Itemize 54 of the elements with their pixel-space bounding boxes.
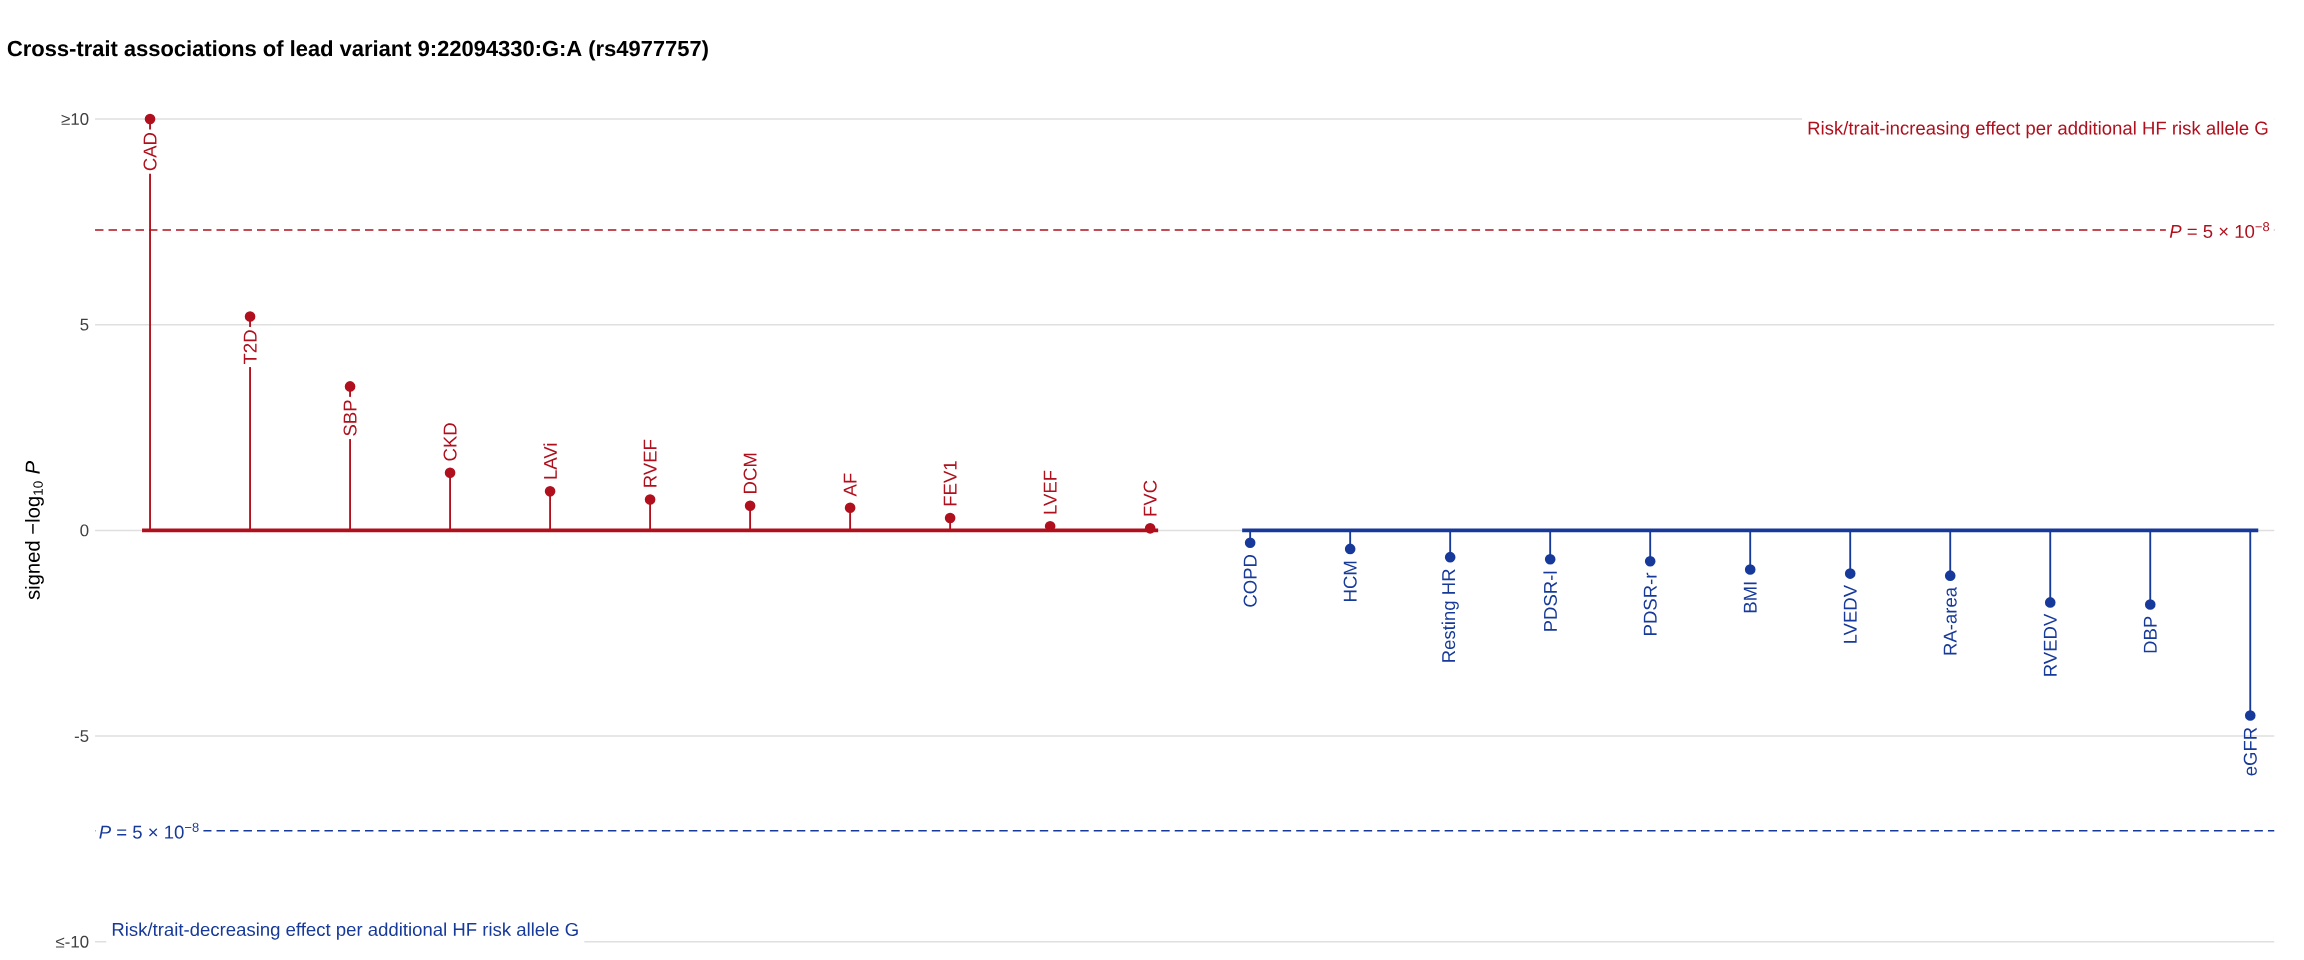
y-tick-label: ≤-10 [55,935,89,948]
y-axis-title: signed −log$_{10}$ P [25,460,44,600]
x-tick-label: SBP [343,400,357,436]
x-tick-label: COPD [1243,554,1257,607]
point [944,512,956,524]
x-tick-label: LAVi [543,443,557,479]
annotation: Risk/trait-decreasing effect per additional HF risk allele G [112,922,578,940]
point [1144,523,1156,534]
annotation: Risk/trait-increasing effect per additional HF risk allele G [1808,121,2268,139]
x-tick-label: PDSR-l [1543,571,1558,631]
y-tick-label: 5 [80,318,89,331]
point [2044,597,2056,608]
x-tick-label: T2D [243,330,257,365]
y-tick-label: ≥10 [61,113,89,125]
y-tick-label: 0 [80,524,89,537]
x-tick-label: FVC [1143,480,1157,516]
x-tick-label: LVEDV [1843,584,1857,643]
x-tick-label: Resting HR [1441,569,1459,662]
x-tick-label: CAD [143,132,157,171]
x-tick-label: eGFR [2243,727,2257,776]
x-tick-label: FEV1 [943,461,957,506]
x-tick-label: CKD [443,423,457,461]
point [1444,551,1456,563]
annotation: P = 5 × 10$^{−8}$ [99,822,199,839]
point [244,311,256,322]
point [444,467,456,479]
point [744,500,756,512]
point [1644,555,1656,567]
x-tick-label: DCM [743,453,757,493]
x-tick-label: DBP [2143,616,2157,653]
point [2144,599,2156,610]
point [1744,564,1756,575]
point [544,486,556,497]
point [644,494,656,505]
point [1344,543,1356,555]
x-tick-label: BMI [1743,582,1757,613]
point [1244,537,1256,549]
point [344,381,356,392]
point [2244,710,2256,721]
point [1544,553,1556,565]
x-tick-label: AF [843,473,857,497]
x-tick-label: LVEF [1043,470,1057,514]
chart-title: Cross-trait associations of lead variant 9:22094330:G:A (rs4977757) [7,40,708,61]
point [144,113,156,125]
x-tick-label: RVEDV [2043,613,2057,676]
x-tick-label: RA-area [1943,586,1957,655]
annotation: P = 5 × 10$^{−8}$ [2169,222,2270,239]
point [1844,568,1856,579]
point [844,502,856,514]
x-tick-label: RVEF [643,439,657,487]
point [1944,570,1956,581]
y-tick-label: -5 [74,730,89,742]
x-tick-label: HCM [1343,561,1357,601]
x-tick-label: PDSR-r [1643,572,1657,635]
